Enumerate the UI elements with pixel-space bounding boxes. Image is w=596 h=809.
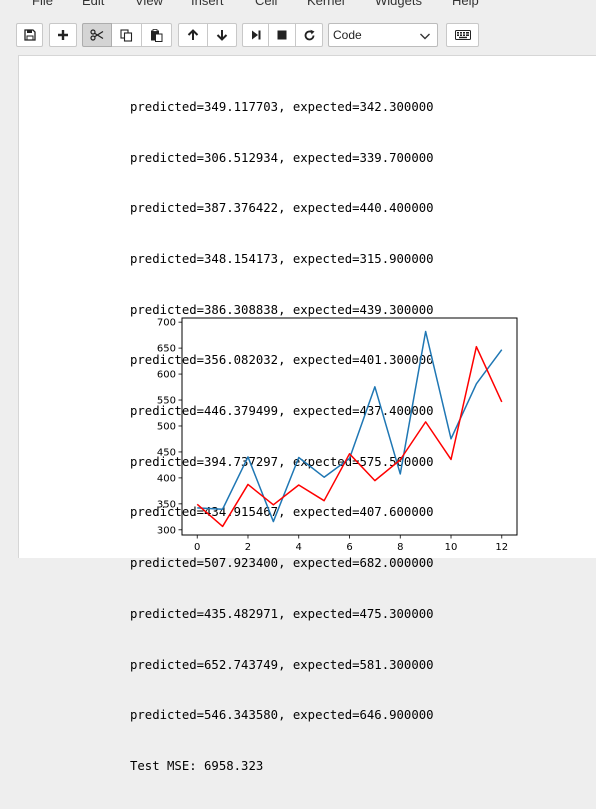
move-down-button[interactable] — [208, 23, 237, 47]
arrow-up-icon — [187, 29, 199, 40]
cell-type-select[interactable]: Code — [328, 23, 438, 47]
restart-icon — [304, 29, 314, 40]
menu-edit[interactable]: Edit — [82, 0, 105, 8]
cell-type-value: Code — [333, 28, 362, 42]
y-tick-label: 500 — [157, 421, 176, 432]
output-line: predicted=546.343580, expected=646.90000… — [130, 708, 434, 723]
keyboard-icon — [454, 30, 471, 40]
restart-button[interactable] — [296, 23, 323, 47]
x-tick-label: 2 — [245, 542, 251, 553]
scissors-icon — [90, 29, 104, 41]
y-tick-label: 400 — [157, 473, 176, 484]
output-line: predicted=348.154173, expected=315.90000… — [130, 251, 434, 266]
x-tick-label: 6 — [346, 542, 352, 553]
chevron-down-icon — [420, 33, 430, 40]
y-tick-label: 350 — [157, 499, 176, 510]
y-tick-label: 600 — [157, 370, 176, 381]
output-line: predicted=435.482971, expected=475.30000… — [130, 606, 434, 621]
paste-icon — [151, 28, 163, 42]
output-line: predicted=652.743749, expected=581.30000… — [130, 657, 434, 672]
paste-button[interactable] — [142, 23, 172, 47]
output-line: predicted=356.082032, expected=401.30000… — [130, 353, 434, 368]
x-axis: 0 2 4 6 8 10 12 — [194, 535, 508, 553]
cut-button[interactable] — [82, 23, 112, 47]
interrupt-button[interactable] — [269, 23, 296, 47]
copy-button[interactable] — [112, 23, 142, 47]
command-palette-button[interactable] — [446, 23, 479, 47]
menu-kernel[interactable]: Kernel — [307, 0, 345, 8]
y-tick-label: 550 — [157, 396, 176, 407]
stop-icon — [277, 30, 287, 40]
menu-bar: File Edit View Insert Cell Kernel Widget… — [0, 0, 596, 16]
output-line: predicted=386.308838, expected=439.30000… — [130, 302, 434, 317]
notebook-output-area: predicted=349.117703, expected=342.30000… — [18, 55, 596, 773]
series-line-1 — [196, 345, 503, 528]
output-line: predicted=434.915467, expected=407.60000… — [130, 505, 434, 520]
copy-icon — [120, 28, 133, 42]
y-tick-label: 300 — [157, 525, 176, 536]
output-line: predicted=306.512934, expected=339.70000… — [130, 150, 434, 165]
plus-icon — [58, 30, 68, 40]
y-tick-label: 650 — [157, 344, 176, 355]
line-plot: 300 350 400 450 500 550 600 650 700 0 2 4 6 8 10 12 — [157, 317, 518, 553]
menu-widgets[interactable]: Widgets — [375, 0, 422, 8]
y-axis: 300 350 400 450 500 550 600 650 700 — [157, 318, 182, 536]
run-button[interactable] — [242, 23, 269, 47]
save-icon — [23, 29, 36, 41]
insert-cell-button[interactable] — [49, 23, 77, 47]
y-tick-label: 450 — [157, 447, 176, 458]
x-tick-label: 8 — [397, 542, 403, 553]
toolbar: Code — [0, 16, 596, 56]
y-tick-label: 700 — [157, 318, 176, 329]
output-line: predicted=446.379499, expected=437.40000… — [130, 404, 434, 419]
plot-frame — [181, 317, 518, 536]
x-tick-label: 0 — [194, 542, 200, 553]
menu-help[interactable]: Help — [452, 0, 479, 8]
menu-file[interactable]: File — [32, 0, 53, 8]
test-mse-line: Test MSE: 6958.323 — [130, 758, 264, 773]
arrow-down-icon — [216, 30, 228, 41]
save-button[interactable] — [16, 23, 43, 47]
series-line-0 — [197, 330, 503, 523]
series-layer — [196, 330, 503, 528]
output-line: predicted=387.376422, expected=440.40000… — [130, 201, 434, 216]
menu-insert[interactable]: Insert — [191, 0, 224, 8]
menu-cell[interactable]: Cell — [255, 0, 278, 8]
step-forward-icon — [251, 30, 260, 40]
x-tick-label: 4 — [296, 542, 302, 553]
output-line: predicted=349.117703, expected=342.30000… — [130, 99, 434, 114]
move-up-button[interactable] — [178, 23, 208, 47]
x-tick-label: 10 — [445, 542, 458, 553]
menu-view[interactable]: View — [135, 0, 163, 8]
x-tick-label: 12 — [495, 542, 508, 553]
